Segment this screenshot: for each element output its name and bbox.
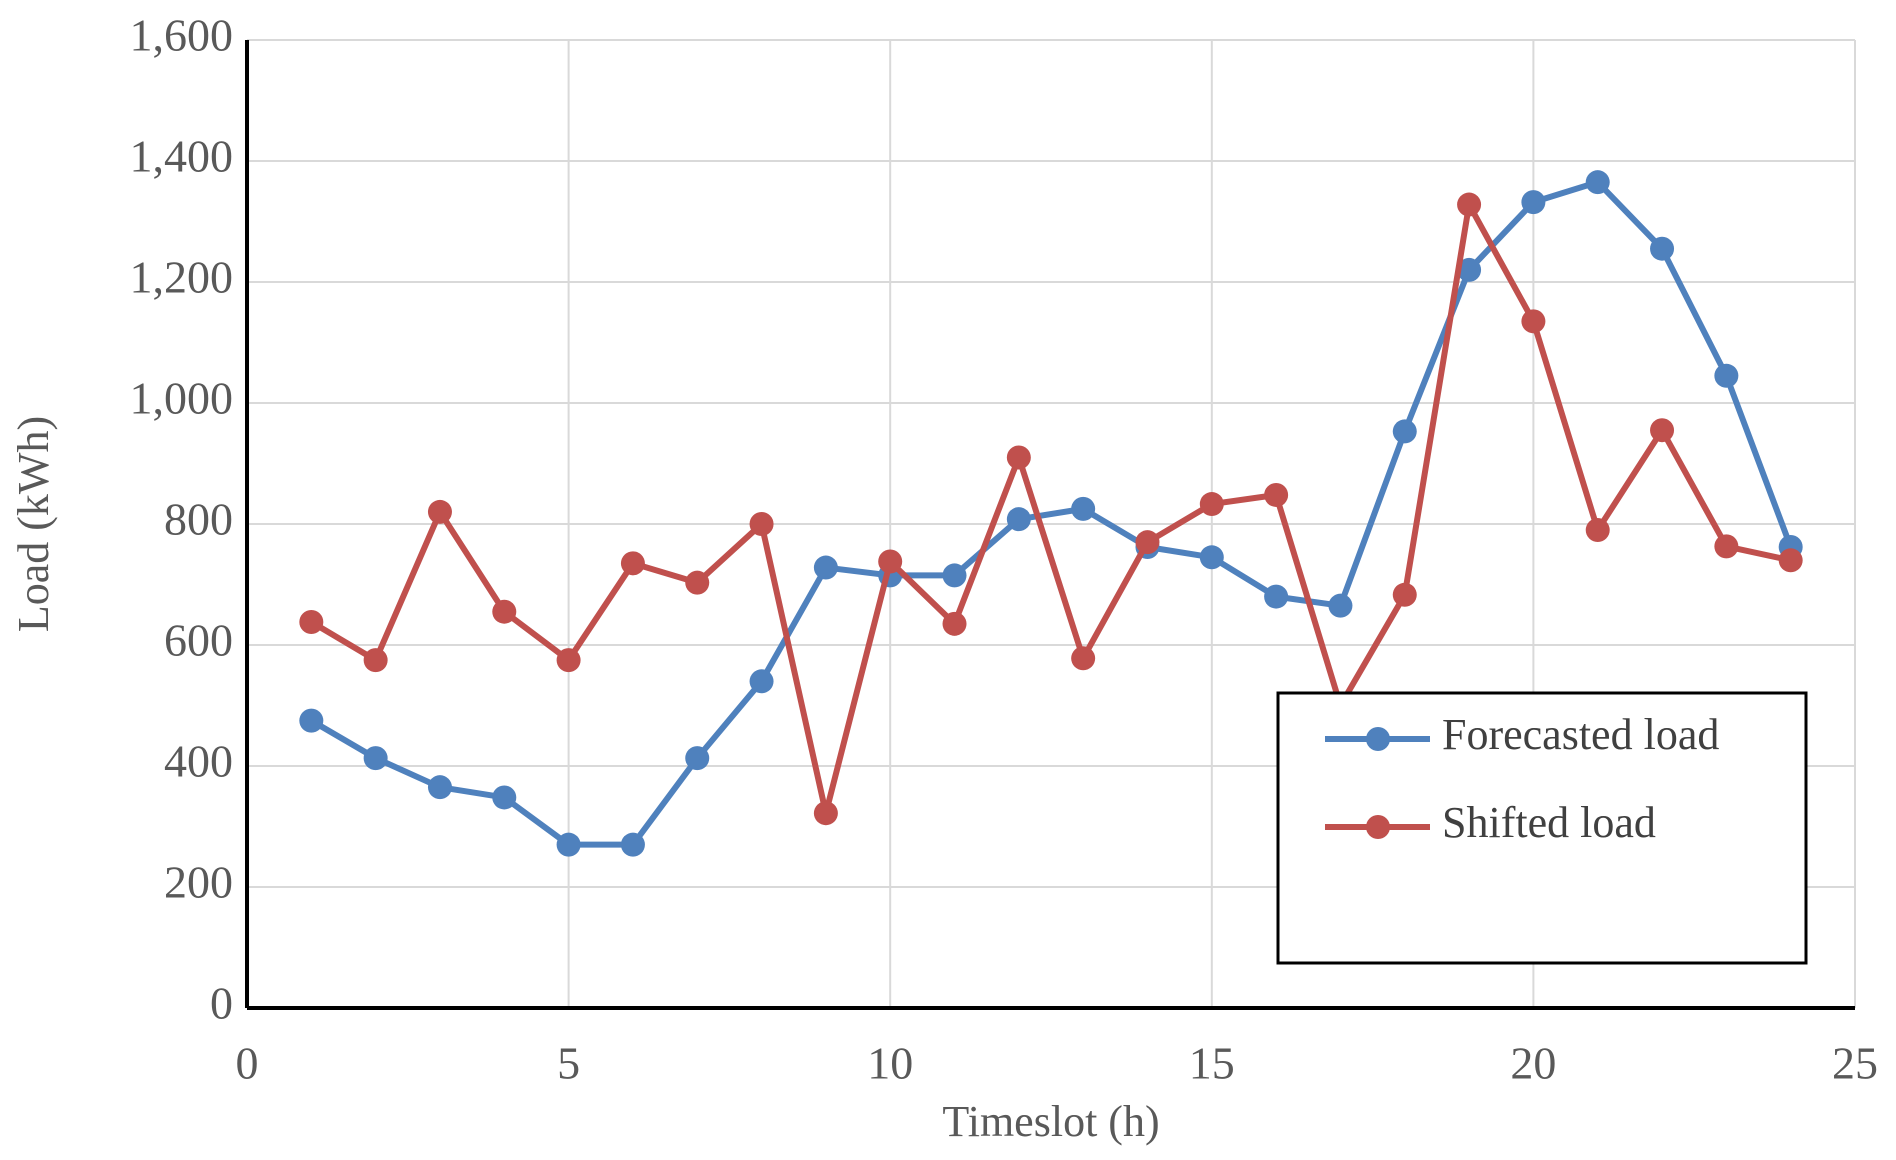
data-point — [299, 610, 324, 635]
data-point — [685, 570, 710, 595]
x-tick-label: 10 — [867, 1038, 913, 1089]
data-point — [556, 648, 581, 673]
data-point — [749, 669, 774, 694]
data-point — [427, 499, 452, 524]
data-point — [1006, 507, 1031, 532]
data-point — [556, 832, 581, 857]
data-point — [1521, 309, 1546, 334]
data-point — [1457, 257, 1482, 282]
data-point — [942, 611, 967, 636]
data-point — [1521, 190, 1546, 215]
data-point — [620, 551, 645, 576]
legend-marker — [1366, 815, 1390, 839]
data-point — [1650, 418, 1675, 443]
data-point — [1392, 582, 1417, 607]
data-point — [1650, 236, 1675, 261]
y-tick-label: 200 — [164, 857, 233, 908]
data-point — [813, 555, 838, 580]
data-point — [492, 785, 517, 810]
data-point — [878, 549, 903, 574]
data-point — [1328, 593, 1353, 618]
data-point — [363, 746, 388, 771]
y-tick-label: 1,000 — [130, 373, 234, 424]
x-tick-label: 25 — [1832, 1038, 1878, 1089]
data-point — [1714, 534, 1739, 559]
x-tick-label: 5 — [557, 1038, 580, 1089]
data-point — [749, 512, 774, 536]
data-point — [363, 648, 388, 673]
y-tick-label: 0 — [210, 978, 233, 1029]
data-point — [1199, 492, 1224, 517]
data-point — [1457, 192, 1482, 217]
data-point — [1714, 363, 1739, 388]
x-tick-label: 15 — [1189, 1038, 1235, 1089]
data-point — [620, 832, 645, 857]
y-tick-label: 1,600 — [130, 10, 234, 61]
legend: Forecasted load Shifted load — [1276, 691, 1808, 965]
y-tick-label: 400 — [164, 736, 233, 787]
data-point — [1392, 419, 1417, 444]
data-point — [1585, 170, 1610, 195]
data-point — [492, 599, 517, 624]
data-point — [813, 801, 838, 826]
x-tick-label: 20 — [1510, 1038, 1556, 1089]
data-point — [1778, 548, 1803, 573]
legend-marker — [1366, 727, 1390, 751]
y-tick-label: 800 — [164, 494, 233, 545]
legend-label: Forecasted load — [1442, 710, 1719, 759]
data-point — [1264, 584, 1289, 609]
data-point — [1006, 445, 1031, 470]
data-point — [942, 563, 967, 588]
data-point — [427, 775, 452, 800]
legend-label: Shifted load — [1442, 798, 1656, 847]
data-point — [1199, 545, 1224, 570]
y-axis-title: Load (kWh) — [9, 416, 58, 632]
data-point — [1135, 530, 1160, 555]
data-point — [1264, 482, 1289, 507]
series-line — [309, 201, 1792, 817]
data-point — [299, 708, 324, 733]
data-point — [1071, 496, 1096, 521]
data-point — [1585, 518, 1610, 543]
data-point — [1071, 646, 1096, 671]
data-point — [685, 746, 710, 771]
x-axis-title: Timeslot (h) — [942, 1097, 1159, 1146]
y-tick-label: 1,200 — [130, 252, 234, 303]
y-tick-label: 600 — [164, 615, 233, 666]
y-tick-label: 1,400 — [130, 131, 234, 182]
x-tick-label: 0 — [236, 1038, 259, 1089]
